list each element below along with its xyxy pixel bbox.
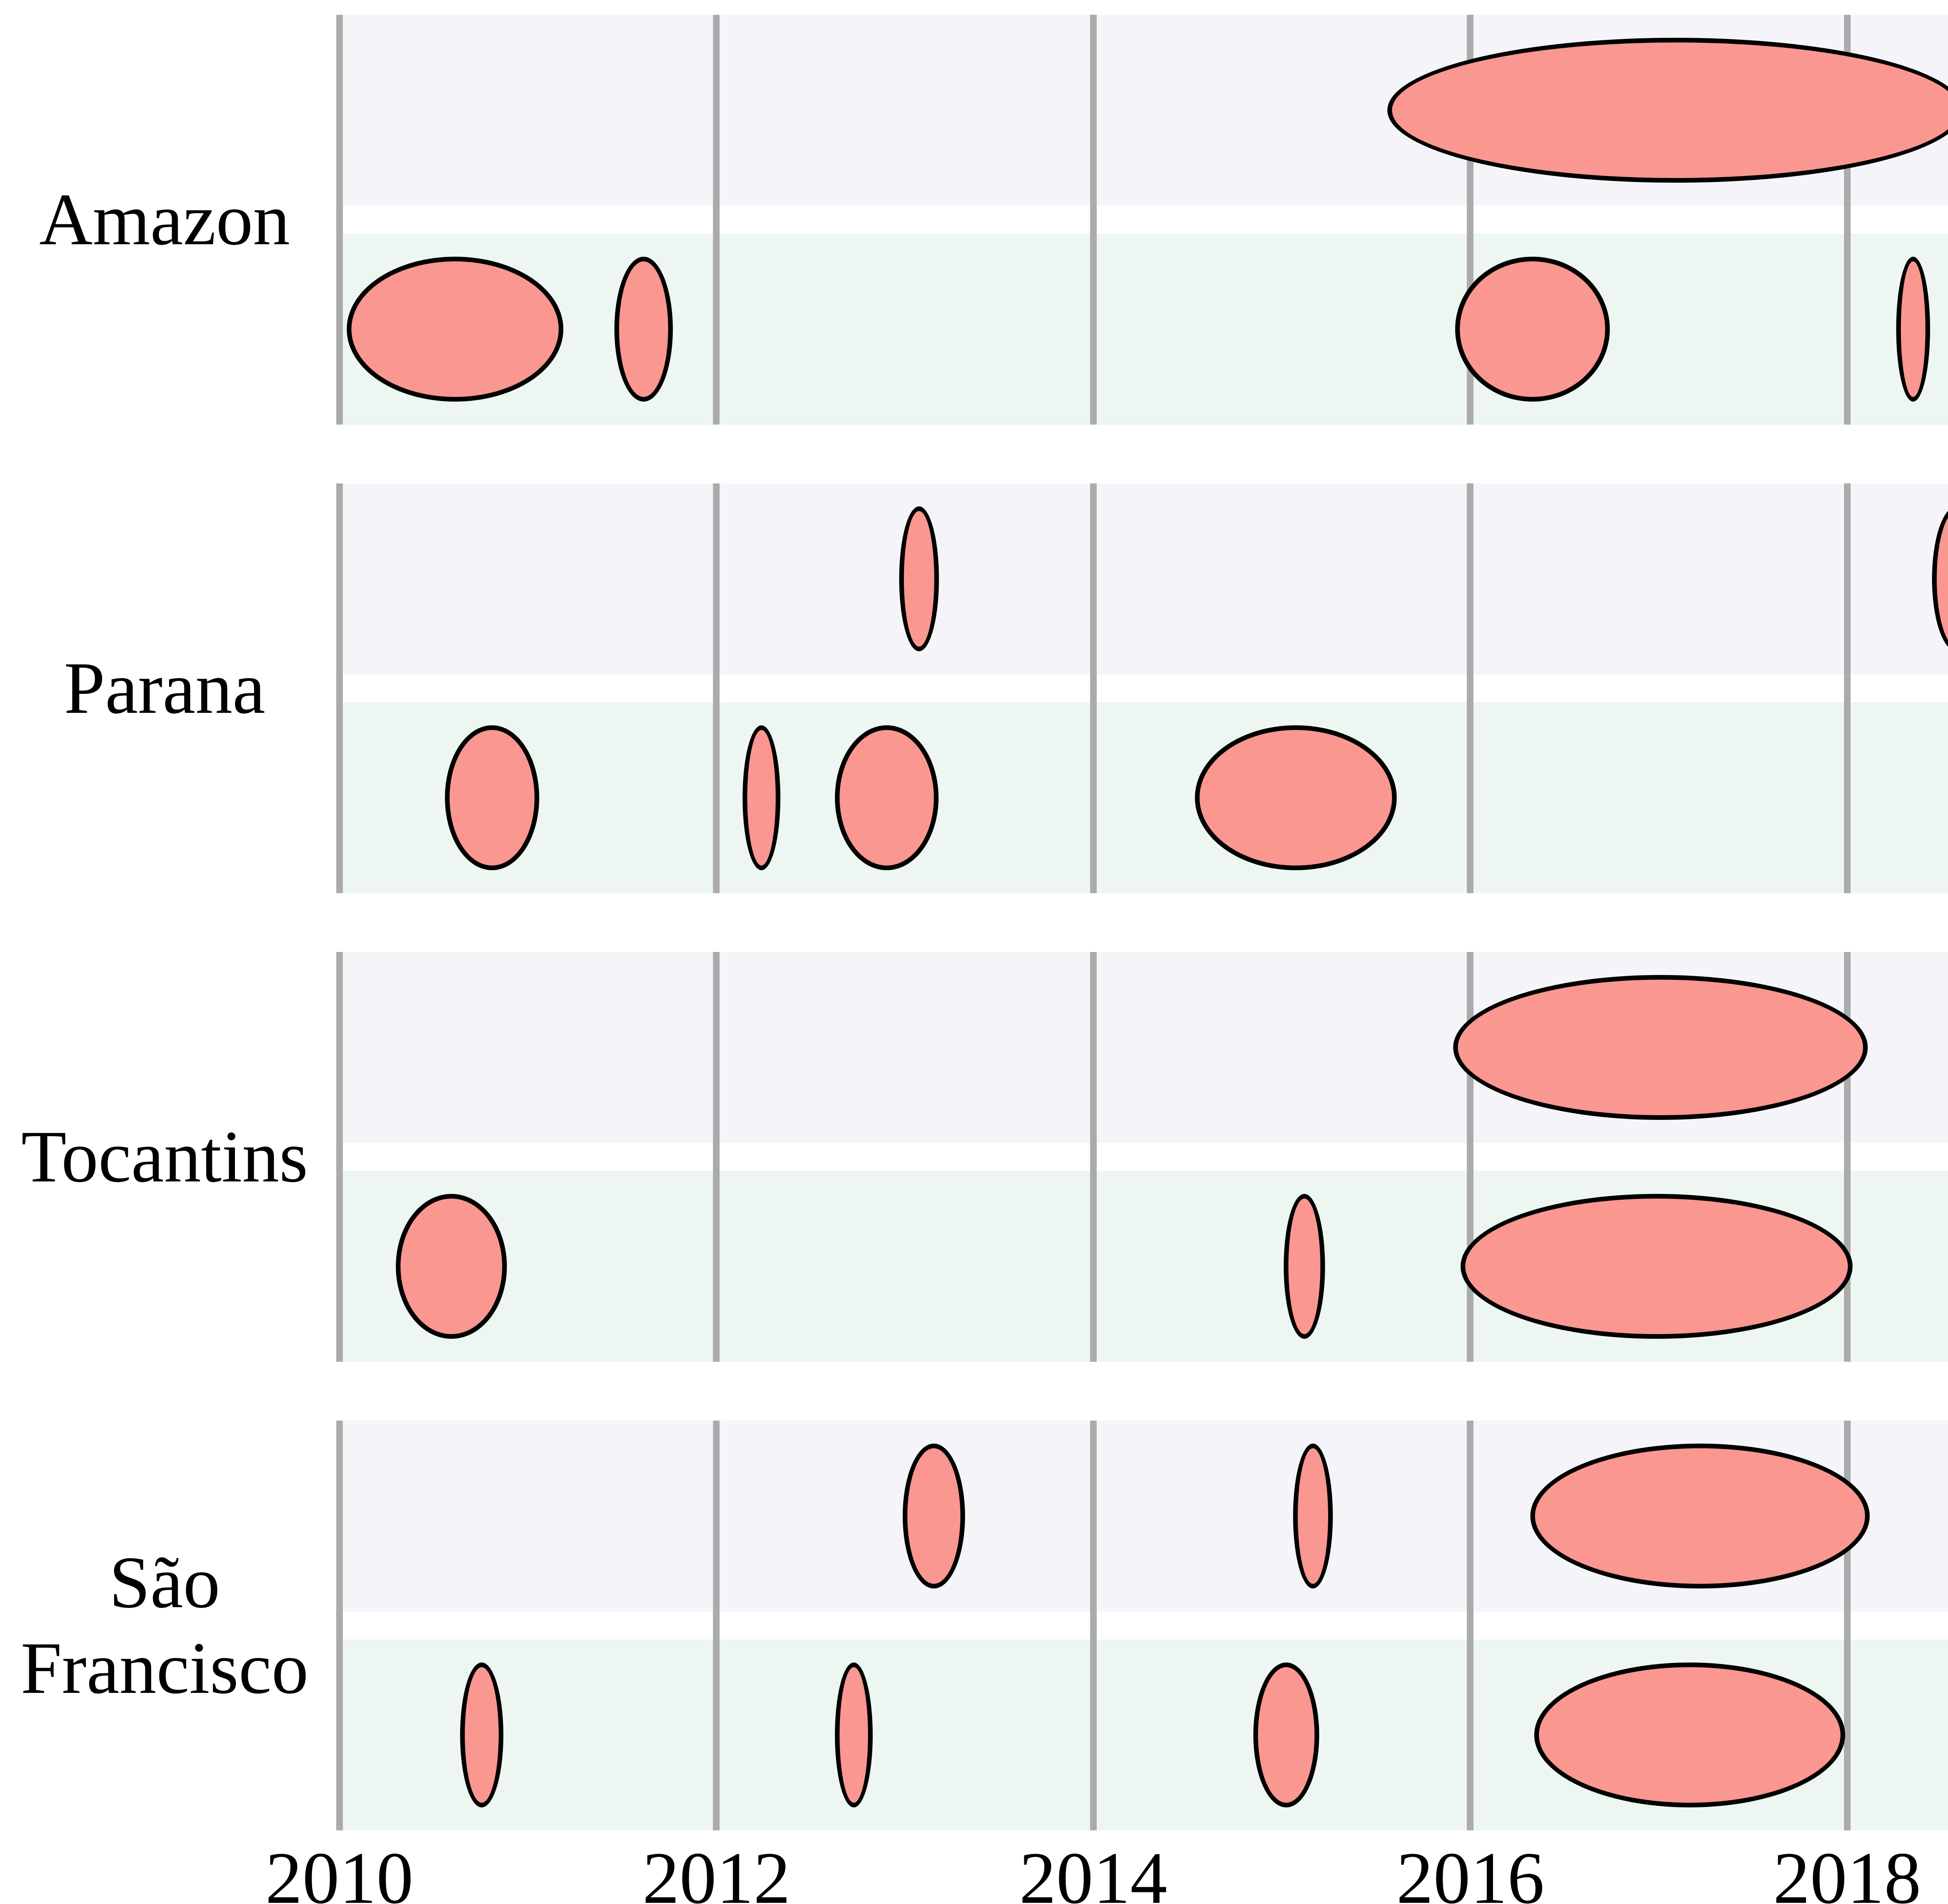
x-tick-label-2016: 2016 (1396, 1837, 1544, 1904)
drought-event-ellipse (743, 725, 780, 870)
basin-label-line: Francisco (21, 1627, 309, 1709)
mgdi-row-background (339, 702, 1948, 893)
drought-event-ellipse (1284, 1194, 1325, 1339)
drought-event-ellipse (460, 1662, 503, 1807)
drought-event-ellipse (396, 1194, 507, 1339)
drought-event-ellipse (1530, 1444, 1870, 1588)
x-tick-label-2010: 2010 (265, 1837, 413, 1904)
x-tick-label-2014: 2014 (1019, 1837, 1167, 1904)
year-gridline-2018 (1844, 952, 1851, 1362)
year-gridline-2014 (1090, 1421, 1097, 1830)
drought-event-ellipse (445, 725, 539, 870)
drought-event-ellipse (1534, 1662, 1845, 1807)
drought-event-ellipse (1455, 257, 1610, 402)
drought-event-ellipse (1896, 257, 1930, 402)
year-gridline-2012 (713, 15, 720, 425)
x-tick-label-2012: 2012 (642, 1837, 790, 1904)
basin-label-line: Parana (64, 647, 265, 729)
basin-label-line: Tocantins (21, 1116, 308, 1198)
basin-label-line: Amazon (39, 179, 290, 261)
year-gridline-2014 (1090, 952, 1097, 1362)
mgdi-row-background (339, 234, 1948, 425)
drought-event-ellipse (1387, 38, 1948, 183)
year-gridline-2018 (1844, 483, 1851, 893)
basin-label-s-o-francisco: São Francisco (0, 1540, 329, 1711)
drought-event-ellipse (347, 257, 563, 402)
drought-event-ellipse (899, 506, 939, 651)
basin-label-parana: Parana (0, 645, 329, 731)
drought-event-ellipse (1461, 1194, 1853, 1339)
year-gridline-2012 (713, 483, 720, 893)
year-gridline-2016 (1467, 952, 1473, 1362)
year-gridline-2014 (1090, 483, 1097, 893)
drought-event-ellipse (1195, 725, 1397, 870)
drought-event-ellipse (614, 257, 673, 402)
drought-event-ellipse (1293, 1444, 1333, 1588)
year-gridline-2014 (1090, 15, 1097, 425)
year-gridline-2012 (713, 952, 720, 1362)
drought-event-ellipse (903, 1444, 965, 1588)
drought-event-ellipse (835, 725, 939, 870)
basin-label-line: São (109, 1542, 220, 1624)
drought-event-ellipse (835, 1662, 873, 1807)
year-gridline-2016 (1467, 1421, 1473, 1830)
drought-event-ellipse (1253, 1662, 1319, 1807)
year-gridline-2016 (1467, 483, 1473, 893)
year-gridline-2010 (336, 952, 343, 1362)
spi-row-background (339, 483, 1948, 674)
basin-label-amazon: Amazon (0, 177, 329, 263)
year-gridline-2012 (713, 1421, 720, 1830)
basin-label-tocantins: Tocantins (0, 1114, 329, 1200)
year-gridline-2010 (336, 483, 343, 893)
year-gridline-2010 (336, 15, 343, 425)
x-tick-label-2018: 2018 (1773, 1837, 1921, 1904)
year-gridline-2010 (336, 1421, 343, 1830)
drought-event-ellipse (1453, 975, 1868, 1120)
